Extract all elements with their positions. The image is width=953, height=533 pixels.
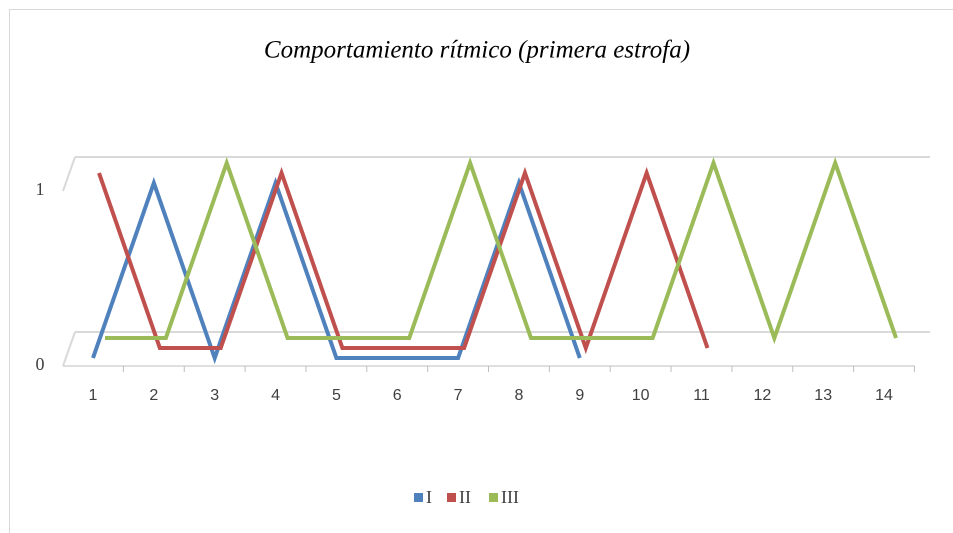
series-line	[97, 166, 710, 355]
x-tick-label: 11	[693, 387, 710, 404]
legend-swatch	[414, 493, 423, 502]
x-tick-label: 12	[753, 387, 771, 404]
chart-title: Comportamiento rítmico (primera estrofa)	[264, 37, 690, 64]
legend-swatch	[447, 493, 456, 502]
x-tick-label: 4	[271, 387, 280, 404]
legend-label: I	[426, 487, 432, 507]
x-tick-label: 2	[149, 387, 158, 404]
chart-frame	[9, 9, 953, 533]
y-tick-label: 1	[36, 179, 45, 199]
x-tick-label: 3	[210, 387, 219, 404]
legend-label: II	[459, 487, 471, 507]
x-tick-label: 9	[575, 387, 584, 404]
grid-line	[62, 331, 76, 367]
legend-swatch	[489, 493, 498, 502]
x-tick-label: 6	[393, 387, 402, 404]
legend-label: III	[501, 487, 519, 507]
x-tick-label: 13	[814, 387, 832, 404]
x-tick-label: 1	[89, 387, 98, 404]
x-tick-label: 14	[875, 387, 893, 404]
x-tick-label: 8	[514, 387, 523, 404]
y-tick-label: 0	[36, 354, 45, 374]
series-line	[105, 156, 898, 345]
x-tick-label: 10	[632, 387, 650, 404]
x-tick-label: 5	[332, 387, 341, 404]
grid-line	[62, 156, 76, 192]
x-tick-label: 7	[454, 387, 463, 404]
